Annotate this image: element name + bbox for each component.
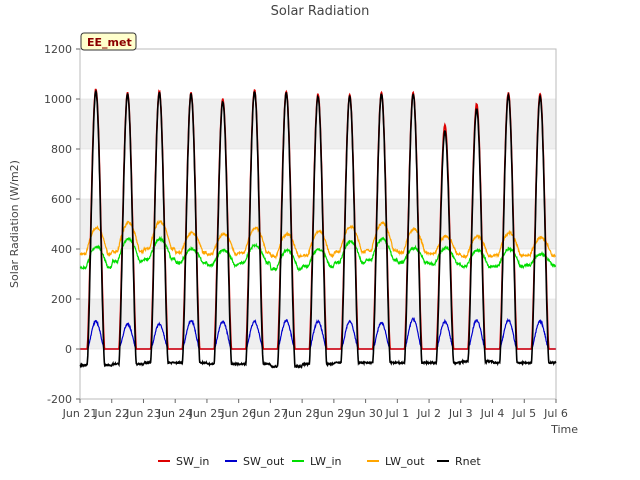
station-badge-label: EE_met (87, 36, 132, 49)
y-tick-label: 1200 (44, 43, 72, 56)
x-tick-label: Jun 28 (284, 407, 320, 420)
x-tick-label: Jun 30 (347, 407, 383, 420)
grid-band (80, 199, 556, 249)
x-tick-label: Jun 24 (157, 407, 193, 420)
x-tick-label: Jun 27 (252, 407, 288, 420)
y-axis-ticks: -200 0 200 400 600 800 1000 1200 (44, 43, 80, 406)
legend-label: LW_in (310, 455, 342, 468)
station-badge: EE_met (80, 32, 137, 51)
x-tick-label: Jul 6 (543, 407, 568, 420)
series-group (79, 88, 557, 369)
x-tick-label: Jun 26 (220, 407, 256, 420)
y-tick-label: 400 (51, 243, 72, 256)
y-axis-label: Solar Radiation (W/m2) (8, 160, 21, 288)
x-tick-label: Jul 5 (511, 407, 536, 420)
legend-label: SW_in (176, 455, 209, 468)
y-tick-label: 1000 (44, 93, 72, 106)
legend: SW_in SW_out LW_in LW_out Rnet (158, 455, 481, 468)
series-line-lw-in (79, 235, 556, 273)
x-tick-label: Jun 21 (62, 407, 98, 420)
x-tick-label: Jun 29 (316, 407, 352, 420)
chart-title: Solar Radiation (271, 4, 370, 19)
x-axis-label: Time (550, 423, 578, 436)
x-tick-label: Jul 3 (448, 407, 473, 420)
series-line-sw-out (80, 317, 556, 352)
plot-border (79, 48, 557, 400)
x-tick-label: Jul 1 (384, 407, 409, 420)
x-tick-label: Jul 4 (480, 407, 505, 420)
y-tick-label: 0 (65, 343, 72, 356)
legend-label: LW_out (385, 455, 425, 468)
station-badge-box (80, 32, 137, 51)
legend-label: Rnet (455, 455, 481, 468)
x-tick-label: Jun 22 (93, 407, 129, 420)
series-line-lw-out (79, 219, 556, 260)
x-tick-label: Jun 23 (125, 407, 161, 420)
x-tick-label: Jul 2 (416, 407, 441, 420)
legend-label: SW_out (243, 455, 285, 468)
y-tick-label: -200 (47, 393, 72, 406)
grid-band (80, 99, 556, 149)
y-tick-label: 200 (51, 293, 72, 306)
y-tick-label: 800 (51, 143, 72, 156)
series-line-rnet (79, 89, 557, 369)
plot-frame (79, 48, 557, 400)
x-tick-label: Jun 25 (189, 407, 225, 420)
y-tick-label: 600 (51, 193, 72, 206)
